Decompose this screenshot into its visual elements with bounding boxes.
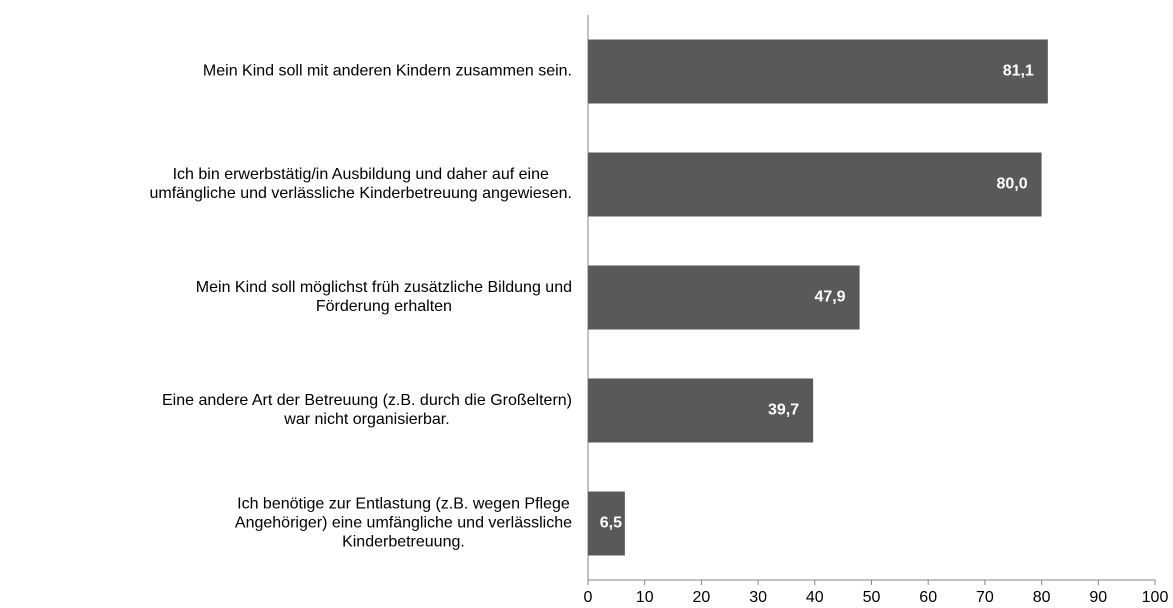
x-tick-label: 70 — [976, 589, 994, 606]
x-tick-label: 10 — [636, 589, 654, 606]
value-label: 80,0 — [996, 176, 1027, 193]
x-tick-label: 20 — [693, 589, 711, 606]
x-tick-label: 100 — [1142, 589, 1169, 606]
x-tick-label: 30 — [749, 589, 767, 606]
category-label: Ich bin erwerbstätig/in Ausbildung und d… — [173, 166, 549, 183]
category-label: Angehöriger) eine umfängliche und verläs… — [235, 515, 572, 532]
x-tick-label: 0 — [584, 589, 593, 606]
x-tick-label: 60 — [919, 589, 937, 606]
category-label: Eine andere Art der Betreuung (z.B. durc… — [162, 392, 572, 409]
category-label: Förderung erhalten — [316, 298, 452, 315]
category-label: Kinderbetreuung. — [342, 534, 465, 551]
value-label: 6,5 — [600, 515, 622, 532]
x-tick-label: 90 — [1089, 589, 1107, 606]
value-label: 39,7 — [768, 402, 799, 419]
x-tick-label: 40 — [806, 589, 824, 606]
bar — [588, 265, 860, 330]
bar — [588, 152, 1042, 217]
value-label: 81,1 — [1003, 63, 1034, 80]
value-label: 47,9 — [814, 289, 845, 306]
bar — [588, 39, 1048, 104]
x-tick-label: 80 — [1033, 589, 1051, 606]
bar — [588, 378, 814, 443]
category-label: Mein Kind soll mit anderen Kindern zusam… — [203, 63, 572, 80]
category-label: Ich benötige zur Entlastung (z.B. wegen … — [237, 496, 570, 513]
category-label: Mein Kind soll möglichst früh zusätzlich… — [196, 279, 572, 296]
category-label: war nicht organisierbar. — [283, 411, 449, 428]
bar — [588, 491, 625, 556]
category-label: umfängliche und verlässliche Kinderbetre… — [150, 185, 573, 202]
x-tick-label: 50 — [863, 589, 881, 606]
